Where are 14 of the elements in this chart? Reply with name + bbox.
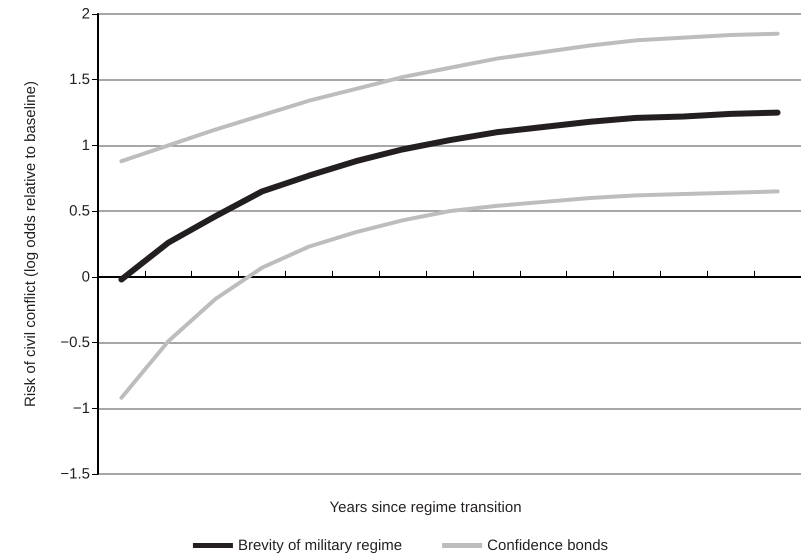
line-series — [119, 189, 780, 400]
y-tick-label: 2 — [82, 6, 90, 22]
y-tick-label: 0 — [82, 268, 90, 286]
y-tick-label: 0.5 — [69, 202, 90, 220]
y-tick-label: 1.5 — [69, 71, 90, 88]
x-axis-title: Years since regime transition — [330, 499, 522, 516]
y-tick-label: −1 — [72, 400, 90, 417]
y-axis-title: Risk of civil conflict (log odds relative to baseline) — [22, 81, 39, 407]
y-tick-label: −0.5 — [60, 334, 90, 352]
legend-label: Confidence bonds — [487, 537, 608, 554]
legend-label: Brevity of military regime — [238, 537, 402, 554]
line-series — [119, 32, 780, 164]
y-tick-label: 1 — [82, 136, 90, 154]
y-tick-label: −1.5 — [60, 466, 90, 482]
